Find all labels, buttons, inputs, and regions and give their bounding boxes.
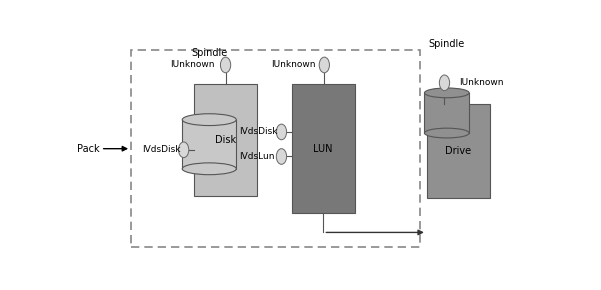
Text: IUnknown: IUnknown <box>171 60 215 69</box>
Ellipse shape <box>221 57 231 73</box>
Text: Pack: Pack <box>78 144 100 154</box>
Bar <box>427 104 490 198</box>
Ellipse shape <box>439 75 450 90</box>
Ellipse shape <box>319 57 329 73</box>
Text: Drive: Drive <box>445 146 471 156</box>
Text: IUnknown: IUnknown <box>270 60 316 69</box>
Polygon shape <box>424 93 469 133</box>
Polygon shape <box>182 120 236 169</box>
Ellipse shape <box>276 149 287 164</box>
Bar <box>131 50 419 247</box>
Ellipse shape <box>182 114 236 126</box>
Ellipse shape <box>182 163 236 175</box>
Text: Disk: Disk <box>215 135 236 145</box>
Ellipse shape <box>424 128 469 138</box>
Ellipse shape <box>424 88 469 98</box>
Ellipse shape <box>276 124 287 140</box>
Bar <box>194 84 257 195</box>
Bar <box>291 84 355 213</box>
Ellipse shape <box>178 142 189 158</box>
Text: Spindle: Spindle <box>191 48 227 58</box>
Text: Spindle: Spindle <box>429 39 465 49</box>
Text: LUN: LUN <box>313 144 333 154</box>
Text: IUnknown: IUnknown <box>459 78 504 87</box>
Text: IVdsDisk: IVdsDisk <box>142 145 180 154</box>
Text: IVdsLun: IVdsLun <box>239 152 275 161</box>
Text: IVdsDisk: IVdsDisk <box>239 127 278 136</box>
